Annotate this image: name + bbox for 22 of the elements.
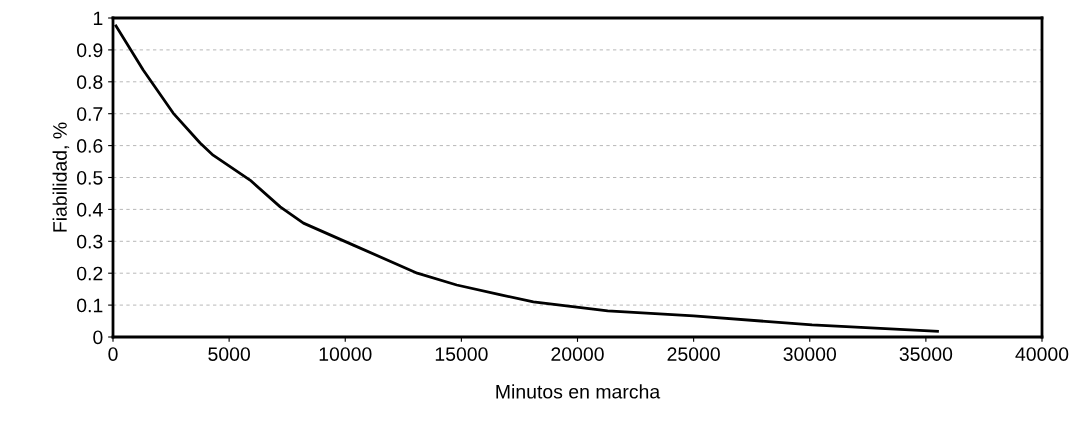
x-tick-label: 35000 [899,347,953,361]
y-tick-label: 0.7 [77,107,103,121]
x-tick-label: 5000 [208,347,250,361]
x-tick-label: 0 [108,347,118,361]
x-tick-label: 20000 [551,347,604,361]
y-tick-label: 0.4 [77,202,103,217]
x-tick-label: 30000 [783,347,837,361]
y-tick-label: 0 [93,330,103,345]
y-axis-title: Fiabilidad, % [52,122,70,232]
x-tick-label: 10000 [319,347,372,361]
x-tick-label: 25000 [667,347,720,361]
y-tick-label: 1 [93,11,103,26]
y-tick-label: 0.3 [77,234,103,249]
x-tick-label: 15000 [435,347,488,361]
x-axis-title: Minutos en marcha [496,384,661,399]
x-tick-label: 40000 [1015,347,1069,361]
y-tick-label: 0.8 [77,75,103,90]
y-tick-label: 0.5 [77,170,103,185]
y-tick-label: 0.2 [77,266,103,281]
y-tick-label: 0.6 [77,139,103,153]
y-tick-label: 0.9 [77,43,103,58]
y-tick-label: 0.1 [77,298,103,313]
